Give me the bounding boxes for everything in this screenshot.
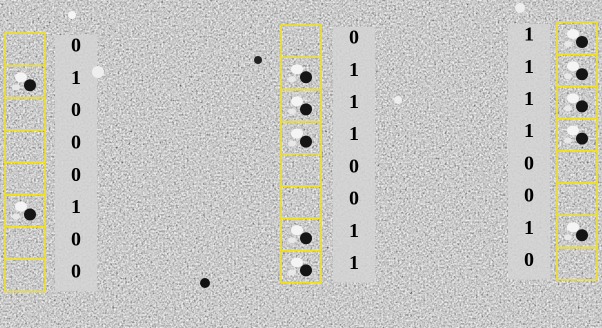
particle-bright	[564, 73, 572, 79]
bit-label: 0	[349, 27, 359, 49]
bit-label: 1	[349, 59, 359, 81]
particle-bright	[291, 225, 303, 235]
particle-bright	[291, 257, 303, 267]
bit-label: 1	[349, 220, 359, 242]
particle-dark	[576, 68, 588, 80]
particle-bright	[567, 222, 579, 232]
bit-label: 0	[524, 185, 534, 207]
particle-dark	[576, 229, 588, 241]
particle-dark	[576, 36, 588, 48]
bit-label: 0	[524, 152, 534, 174]
particle-dark	[24, 209, 36, 221]
particle-dark	[300, 264, 312, 276]
particle-bright	[291, 64, 303, 74]
particle-bright	[12, 84, 20, 90]
bit-label: 1	[524, 88, 534, 110]
bit-label: 1	[71, 67, 81, 89]
particle-bright	[567, 93, 579, 103]
particle-bright	[15, 202, 27, 212]
particle-bright	[288, 108, 296, 114]
speck	[92, 66, 104, 78]
particle-bright	[564, 105, 572, 111]
bit-label: 1	[524, 120, 534, 142]
bit-label: 0	[524, 249, 534, 271]
particle-bright	[288, 76, 296, 82]
particle-dark	[300, 103, 312, 115]
bit-label: 1	[524, 56, 534, 78]
particle-dark	[576, 133, 588, 145]
particle-bright	[567, 29, 579, 39]
bit-label: 0	[71, 131, 81, 153]
particle-bright	[15, 72, 27, 82]
particle-bright	[288, 237, 296, 243]
speck	[515, 3, 525, 13]
bit-label: 1	[349, 252, 359, 274]
bit-label: 0	[349, 188, 359, 210]
particle-bright	[288, 269, 296, 275]
particle-bright	[567, 126, 579, 136]
particle-dark	[300, 71, 312, 83]
particle-bright	[291, 129, 303, 139]
speck	[68, 11, 76, 19]
bit-label: 0	[71, 261, 81, 283]
particle-dark	[300, 232, 312, 244]
particle-bright	[12, 214, 20, 220]
bit-label: 1	[524, 24, 534, 46]
particle-bright	[564, 234, 572, 240]
particle-dark	[300, 136, 312, 148]
particle-bright	[564, 138, 572, 144]
particle-dark	[576, 100, 588, 112]
particle-bright	[567, 61, 579, 71]
particle-bright	[564, 41, 572, 47]
bit-label: 1	[349, 91, 359, 113]
bit-label: 1	[349, 123, 359, 145]
speck	[254, 56, 262, 64]
bit-label: 0	[71, 164, 81, 186]
bit-label: 0	[71, 228, 81, 250]
particle-bright	[291, 96, 303, 106]
speck	[200, 278, 210, 288]
particle-bright	[288, 141, 296, 147]
bit-label: 0	[71, 35, 81, 57]
bit-label: 0	[349, 155, 359, 177]
bit-label: 0	[71, 99, 81, 121]
particle-dark	[24, 79, 36, 91]
bit-label: 1	[71, 196, 81, 218]
micrograph: 0 1 0 0 0 1 0 0 0 1 1 1 0 0 1 1 1 1 1 1 0 0 1 0	[0, 0, 602, 328]
speck	[394, 96, 402, 104]
bit-label: 1	[524, 217, 534, 239]
